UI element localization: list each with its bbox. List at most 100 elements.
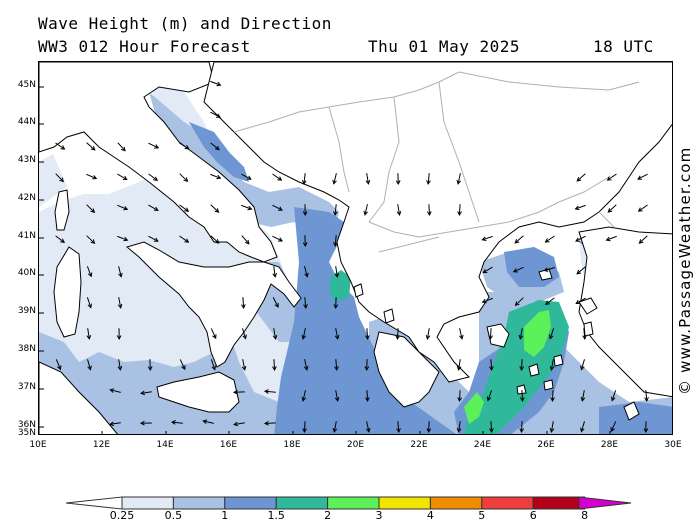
wave-arrow — [457, 173, 461, 184]
lat-label: 40N — [17, 268, 36, 278]
lon-label: 26E — [537, 440, 555, 450]
wave-arrow-head — [456, 179, 462, 185]
color-key-label: 0.5 — [164, 509, 183, 522]
wave-arrow-head — [607, 208, 613, 213]
wave-arrow — [304, 266, 308, 277]
wave-arrow-head — [216, 81, 222, 87]
wave-arrow-head — [576, 269, 582, 275]
wave-arrow — [110, 422, 121, 425]
wave-arrow — [519, 328, 523, 339]
wave-arrow-head — [87, 272, 93, 278]
wave-arrow — [458, 359, 461, 370]
land-sicily — [156, 371, 240, 413]
wave-arrow-head — [87, 303, 92, 309]
wave-arrow — [580, 359, 585, 370]
wave-map-canvas — [39, 62, 672, 434]
wave-arrow — [549, 328, 555, 339]
lat-label: 39N — [17, 306, 36, 316]
land-corfu — [353, 283, 364, 298]
wave-arrow — [264, 390, 276, 393]
wave-arrow-head — [147, 366, 153, 372]
wave-arrow-head — [121, 146, 126, 152]
wave-arrow-head — [245, 239, 250, 245]
wave-arrow-head — [610, 427, 615, 433]
wave-arrow — [544, 267, 555, 272]
wave-arrow-head — [60, 238, 66, 244]
wave-arrow — [482, 235, 493, 241]
wave-arrow-head — [481, 236, 487, 241]
wave-arrow-head — [456, 427, 462, 433]
wave-arrow — [575, 297, 586, 304]
wave-arrow-head — [333, 242, 338, 248]
land-cyclades-1 — [528, 363, 540, 377]
wave-arrow — [148, 235, 159, 242]
wave-arrow — [303, 173, 306, 184]
lat-label: 42N — [17, 193, 36, 203]
wave-arrow-head — [278, 237, 284, 242]
wave-arrow-head — [86, 335, 92, 340]
wave-arrow — [302, 328, 306, 339]
wave-arrow-head — [606, 176, 612, 181]
color-key-bar — [66, 496, 632, 510]
wave-arrow — [148, 142, 159, 149]
lat-label: 45N — [17, 80, 36, 90]
wave-arrow-head — [301, 334, 307, 340]
wave-arrow-head — [580, 427, 585, 433]
wave-arrow-head — [277, 176, 283, 181]
wave-arrow — [55, 235, 65, 243]
color-key-segment — [481, 496, 534, 510]
wave-arrow-head — [488, 335, 493, 341]
wave-arrow — [234, 422, 245, 426]
color-key-segment — [275, 496, 329, 510]
model-label: WW3 012 Hour Forecast — [38, 37, 251, 56]
wave-arrow-head — [277, 206, 283, 211]
land-italy-south — [125, 241, 302, 368]
wave-arrow-head — [302, 428, 307, 434]
wave-arrow-head — [582, 335, 587, 341]
color-key-segment — [121, 496, 174, 510]
wave-arrow-head — [550, 397, 555, 403]
wave-arrow-head — [263, 389, 269, 394]
wave-arrow — [606, 235, 617, 241]
wave-arrow-head — [118, 272, 123, 278]
wave-arrow — [545, 235, 555, 243]
wave-arrow-head — [426, 180, 431, 186]
wave-arrow — [117, 142, 126, 152]
wave-arrow-head — [644, 397, 649, 403]
wave-arrow-head — [202, 419, 208, 424]
wave-arrow — [427, 173, 430, 185]
lon-label: 18E — [283, 440, 301, 450]
wave-arrow — [117, 235, 128, 241]
wave-arrow — [459, 328, 463, 339]
wave-arrow — [241, 173, 252, 180]
wave-arrow-head — [543, 267, 549, 272]
wave-arrow — [397, 421, 400, 433]
wave-arrow — [611, 390, 617, 401]
wave-arrow — [397, 204, 401, 215]
wave-arrow — [210, 235, 220, 244]
wave-arrow — [179, 142, 189, 150]
wave-arrow — [482, 297, 493, 303]
wave-arrow-head — [549, 365, 555, 371]
wave-arrow — [487, 390, 493, 401]
wave-arrow-head — [544, 238, 550, 243]
land — [39, 62, 672, 434]
wave-arrow-head — [518, 334, 524, 340]
wave-arrow-head — [123, 236, 129, 242]
wave-arrow-head — [544, 300, 550, 306]
wave-arrow — [86, 235, 95, 244]
color-key-segment — [532, 496, 586, 510]
land-cyclades-3 — [516, 384, 527, 395]
wave-arrow-head — [365, 335, 370, 341]
wave-arrow — [241, 235, 250, 245]
land-tunisia — [39, 361, 118, 434]
lon-label: 22E — [410, 440, 428, 450]
wave-arrow — [273, 359, 276, 371]
lon-label: 20E — [346, 440, 365, 450]
wave-arrow-head — [272, 334, 278, 340]
wave-arrow — [110, 389, 121, 393]
wave-arrow — [179, 204, 189, 212]
wave-arrow-head — [333, 211, 338, 217]
wave-arrow — [550, 359, 554, 370]
wave-arrow — [118, 359, 121, 370]
